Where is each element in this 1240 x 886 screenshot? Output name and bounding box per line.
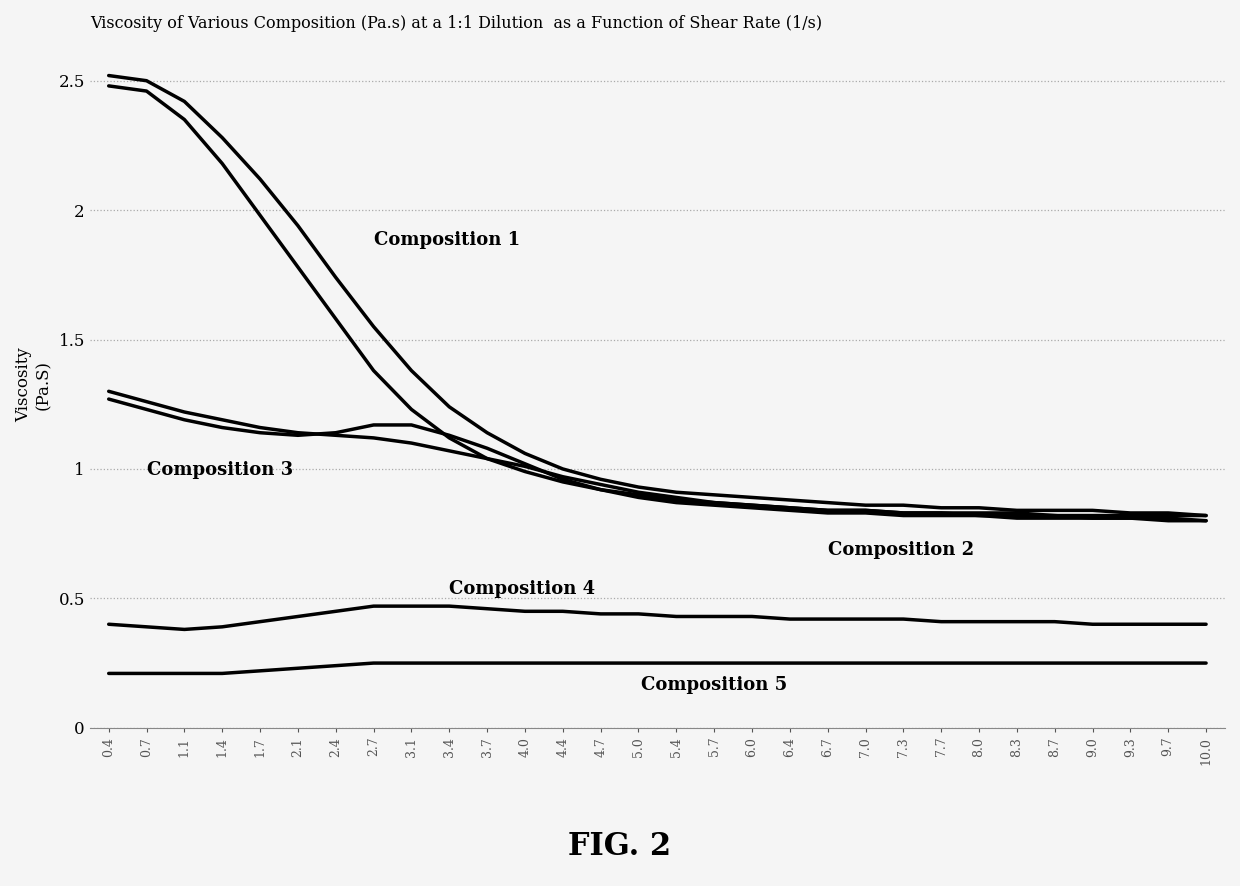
Text: Composition 3: Composition 3 xyxy=(146,462,293,479)
Y-axis label: Viscosity
(Pa.S): Viscosity (Pa.S) xyxy=(15,347,52,423)
Text: Composition 4: Composition 4 xyxy=(449,580,595,598)
Text: Composition 2: Composition 2 xyxy=(827,541,973,559)
Text: FIG. 2: FIG. 2 xyxy=(568,831,672,861)
Text: Composition 1: Composition 1 xyxy=(373,231,520,249)
Text: Composition 5: Composition 5 xyxy=(641,676,787,694)
Text: Viscosity of Various Composition (Pa.s) at a 1:1 Dilution  as a Function of Shea: Viscosity of Various Composition (Pa.s) … xyxy=(89,15,822,32)
